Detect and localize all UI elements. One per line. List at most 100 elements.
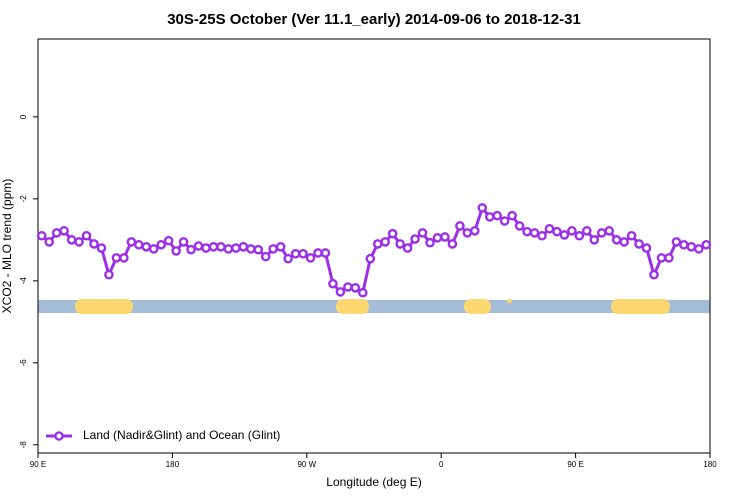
chart-title: 30S-25S October (Ver 11.1_early) 2014-09… (167, 11, 581, 28)
data-point (417, 228, 428, 238)
data-point (126, 237, 137, 247)
data-point (514, 221, 525, 231)
data-point (462, 228, 473, 238)
data-point (178, 237, 189, 247)
data-point (492, 210, 503, 221)
data-point (694, 244, 704, 254)
data-point (104, 269, 114, 280)
data-point (402, 243, 413, 253)
data-point (686, 242, 697, 252)
data-point (656, 253, 667, 263)
data-point (455, 221, 465, 231)
data-point (440, 232, 450, 242)
surface-band (38, 299, 710, 314)
data-point (387, 228, 398, 239)
data-point (253, 244, 264, 255)
x-axis-label: Longitude (deg E) (326, 475, 421, 489)
data-point (335, 287, 346, 297)
y-axis-label: XCO2 - MLO trend (ppm) (0, 179, 14, 314)
data-point (238, 242, 249, 252)
data-point (365, 253, 376, 264)
data-point (119, 253, 129, 263)
data-point (552, 226, 562, 237)
data-point (298, 248, 308, 259)
data-point (156, 239, 166, 250)
data-point (507, 210, 517, 221)
data-point (89, 239, 99, 249)
data-point (664, 253, 674, 263)
data-point (141, 242, 152, 252)
data-point (223, 244, 234, 254)
x-tick-label: 90 W (297, 460, 316, 469)
x-tick-label: 180 (703, 460, 717, 469)
x-tick-label: 0 (439, 460, 444, 469)
data-point (133, 239, 144, 250)
data-point (626, 230, 637, 241)
data-point (44, 237, 55, 247)
data-point (148, 244, 159, 254)
data-point (193, 241, 204, 251)
data-point (96, 243, 107, 253)
data-point (544, 223, 555, 234)
legend-marker (54, 431, 64, 441)
land-band (464, 299, 491, 314)
data-point (701, 239, 712, 250)
data-point (268, 244, 279, 254)
data-point (604, 226, 615, 236)
data-point (260, 251, 271, 262)
data-point (499, 216, 510, 226)
data-point (679, 239, 689, 250)
data-point (208, 242, 219, 252)
data-point (231, 243, 241, 253)
data-point (671, 237, 682, 247)
data-point (619, 237, 629, 247)
data-point (649, 269, 659, 280)
data-point (283, 253, 293, 264)
data-point (537, 230, 547, 241)
land-band (507, 299, 512, 303)
y-tick-label: 0 (19, 114, 28, 119)
data-point (582, 226, 592, 236)
data-point (163, 235, 174, 246)
data-point (350, 283, 361, 293)
data-point (81, 230, 92, 241)
data-point (51, 228, 62, 238)
data-point (432, 233, 443, 243)
data-point (484, 212, 495, 222)
data-point (275, 242, 286, 252)
x-tick-label: 180 (166, 460, 180, 469)
data-point (634, 239, 644, 249)
data-point (469, 226, 480, 236)
data-point (559, 230, 570, 240)
data-point (410, 234, 420, 244)
data-point (477, 203, 488, 213)
data-point (447, 239, 458, 249)
data-point (216, 242, 226, 252)
data-point (328, 278, 338, 289)
data-point (395, 239, 405, 249)
data-point (66, 235, 77, 245)
data-point (574, 230, 585, 241)
data-point (36, 230, 47, 241)
data-point (522, 226, 532, 237)
data-point (245, 244, 256, 254)
data-point (171, 246, 181, 256)
legend-label: Land (Nadir&Glint) and Ocean (Glint) (83, 428, 280, 442)
data-point (641, 243, 652, 253)
data-point (611, 235, 622, 245)
data-point (380, 237, 391, 247)
data-point (357, 287, 368, 298)
data-point (343, 282, 353, 292)
data-point (201, 243, 211, 253)
land-band (336, 299, 369, 314)
y-tick-label: -4 (19, 277, 28, 285)
data-point (529, 228, 540, 238)
data-point (596, 228, 607, 238)
data-line (40, 206, 708, 295)
data-point (305, 253, 316, 263)
ocean-band (38, 300, 710, 313)
data-point (74, 237, 84, 247)
x-tick-label: 90 E (30, 460, 46, 469)
